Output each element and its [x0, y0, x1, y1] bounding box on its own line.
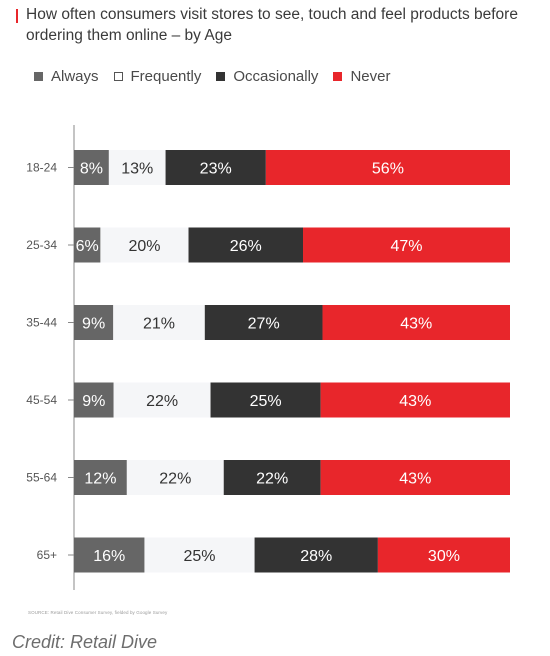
data-label-occasionally: 25%	[250, 393, 282, 410]
bar-segment-occasionally	[210, 382, 321, 418]
bar-segment-never	[320, 460, 510, 495]
data-label-frequently: 20%	[128, 238, 160, 255]
bar-segment-frequently	[144, 537, 255, 573]
category-label: 25-34	[26, 238, 57, 252]
data-label-frequently: 25%	[184, 548, 216, 565]
legend-swatch-frequently	[113, 72, 123, 81]
bar-segment-never	[377, 537, 510, 573]
chart-title: How often consumers visit stores to see,…	[26, 6, 518, 44]
category-label: 45-54	[26, 393, 57, 407]
source-note: SOURCE: Retail Dive Consumer Survey, fie…	[28, 610, 168, 615]
data-label-occasionally: 22%	[256, 471, 288, 488]
data-label-never: 43%	[399, 393, 431, 410]
bar-segment-frequently	[126, 460, 224, 495]
data-label-never: 56%	[372, 161, 404, 178]
data-label-occasionally: 27%	[248, 316, 280, 333]
bar-segment-always	[74, 150, 109, 185]
data-label-occasionally: 23%	[200, 161, 232, 178]
data-label-frequently: 21%	[143, 316, 175, 333]
bar-segment-frequently	[113, 305, 205, 340]
category-label: 55-64	[26, 471, 57, 485]
legend: Always Frequently Occasionally Never	[34, 68, 405, 85]
legend-swatch-occasionally	[216, 72, 226, 81]
data-label-never: 30%	[428, 548, 460, 565]
legend-label-never: Never	[350, 68, 391, 85]
legend-label-occasionally: Occasionally	[233, 68, 319, 85]
bar-segment-always	[74, 227, 101, 263]
legend-label-frequently: Frequently	[130, 68, 202, 85]
bar-segment-always	[74, 305, 114, 340]
data-label-occasionally: 28%	[300, 548, 332, 565]
data-label-frequently: 22%	[159, 471, 191, 488]
data-label-never: 43%	[400, 316, 432, 333]
data-label-never: 47%	[390, 238, 422, 255]
category-label: 18-24	[26, 161, 57, 175]
bar-segment-occasionally	[204, 305, 323, 340]
bar-segment-occasionally	[254, 537, 378, 573]
title-accent-bar	[16, 9, 18, 23]
data-label-always: 6%	[76, 238, 99, 255]
legend-item-frequently: Frequently	[113, 68, 202, 85]
data-label-frequently: 22%	[146, 393, 178, 410]
stacked-bar-chart: 18-24 8% 13% 23% 56% 25-34 6% 20% 26% 47% 35-44 9% 2…	[26, 125, 510, 590]
bar-segment-frequently	[100, 227, 189, 263]
data-label-always: 9%	[82, 316, 105, 333]
legend-swatch-always	[34, 72, 43, 81]
bar-segment-occasionally	[188, 227, 304, 263]
category-label: 65+	[37, 548, 57, 562]
bar-segment-always	[74, 537, 145, 573]
legend-swatch-never	[333, 72, 343, 81]
bar-segment-always	[74, 382, 114, 418]
bar-segment-never	[303, 227, 510, 263]
data-label-occasionally: 26%	[230, 238, 262, 255]
legend-item-occasionally: Occasionally	[216, 68, 318, 85]
legend-label-always: Always	[51, 68, 99, 85]
legend-item-never: Never	[333, 68, 390, 85]
bar-segment-occasionally	[165, 150, 266, 185]
data-label-always: 12%	[84, 471, 116, 488]
bar-segment-occasionally	[223, 460, 321, 495]
data-label-always: 16%	[93, 548, 125, 565]
data-label-never: 43%	[399, 471, 431, 488]
bar-segment-frequently	[108, 150, 166, 185]
bar-segment-always	[74, 460, 127, 495]
bar-segment-never	[265, 150, 510, 185]
bar-segment-frequently	[113, 382, 211, 418]
bar-segment-never	[322, 305, 510, 340]
bar-segment-never	[320, 382, 510, 418]
data-label-always: 8%	[80, 161, 103, 178]
data-label-always: 9%	[82, 393, 105, 410]
data-label-frequently: 13%	[121, 161, 153, 178]
category-label: 35-44	[26, 316, 57, 330]
legend-item-always: Always	[34, 68, 99, 85]
credit-line: Credit: Retail Dive	[12, 632, 158, 652]
